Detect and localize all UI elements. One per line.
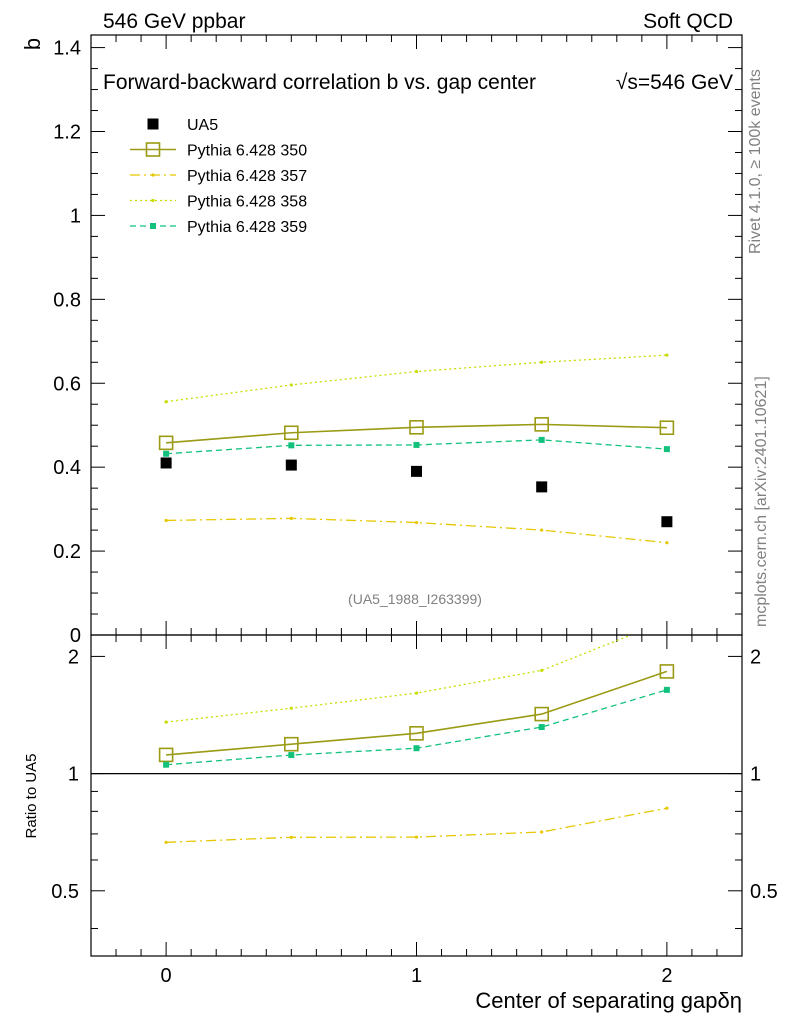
- main-y-tick-label: 0.8: [53, 289, 81, 311]
- ratio-y-axis-label: Ratio to UA5: [23, 753, 40, 838]
- ratio-panel: 0.5 0.5 1 1 2 2 Ratio to UA5 0 1 2 Center of se…: [23, 634, 778, 1013]
- ratio-series-2-point: [414, 691, 419, 695]
- series-4-point: [163, 450, 170, 457]
- main-series-layer: [158, 353, 675, 545]
- ratio-series-2-point: [289, 706, 293, 710]
- ratio-series-3-point: [163, 761, 170, 768]
- series-1-point: [409, 420, 424, 435]
- series-0-point: [536, 481, 548, 493]
- ratio-series-2-point: [540, 668, 544, 673]
- ratio-series-1-point: [540, 830, 544, 834]
- ratio-series-3-point: [288, 752, 295, 759]
- legend-label: Pythia 6.428 358: [187, 194, 307, 211]
- series-4-point: [288, 442, 295, 449]
- legend-marker: [151, 173, 155, 177]
- series-2-point: [665, 541, 669, 545]
- series-3-line: [166, 354, 667, 403]
- mcplots-label: mcplots.cern.ch [arXiv:2401.10621]: [753, 376, 770, 627]
- ratio-series-1-point: [164, 840, 168, 844]
- ratio-series-0-point: [284, 736, 299, 752]
- series-2-point: [289, 516, 293, 520]
- series-1-point: [534, 417, 549, 432]
- ratio-y-tick-label-right: 0.5: [750, 881, 778, 903]
- ratio-y-tick-labels: 0.5 0.5 1 1 2 2: [51, 646, 778, 902]
- ratio-series-0-point: [409, 726, 424, 741]
- ratio-series-0-point: [158, 747, 174, 763]
- series-0-point: [160, 457, 172, 469]
- series-4-point: [663, 446, 670, 453]
- ratio-y-tick-label-right: 2: [750, 646, 761, 668]
- chart-title: Forward-backward correlation b vs. gap c…: [103, 71, 536, 94]
- ratio-y-tick-label: 2: [68, 646, 79, 668]
- main-panel: 0 0.2 0.4 0.6 0.8 1 1.2 1.4 b Forward-backward …: [20, 34, 743, 647]
- legend-label: Pythia 6.428 350: [187, 143, 307, 160]
- legend-marker: [145, 142, 161, 157]
- ratio-y-tick-label-right: 1: [750, 764, 761, 786]
- series-3-point: [414, 369, 419, 374]
- x-tick-labels: 0 1 2: [161, 965, 673, 987]
- series-2-point: [164, 518, 168, 523]
- header-right: Soft QCD: [643, 10, 733, 33]
- analysis-watermark: (UA5_1988_I263399): [348, 591, 482, 607]
- main-y-tick-label: 1.4: [53, 38, 81, 60]
- ratio-series-1-line: [166, 807, 668, 843]
- legend: UA5 Pythia 6.428 350 Pythia 6.428 357 Pythi…: [130, 117, 307, 236]
- main-y-tick-label: 1.2: [53, 122, 81, 144]
- legend-label: Pythia 6.428 357: [187, 168, 307, 185]
- series-4-point: [413, 441, 420, 448]
- ratio-y-tick-label: 0.5: [51, 881, 79, 903]
- main-axis-ticks: [91, 35, 742, 636]
- legend-marker: [147, 118, 159, 130]
- series-2-line: [166, 517, 667, 544]
- legend-marker: [151, 198, 155, 203]
- series-2-point: [540, 528, 544, 532]
- ratio-frame: [90, 634, 743, 957]
- series-1-point: [158, 435, 174, 451]
- series-4-point: [538, 436, 545, 443]
- main-y-tick-label: 0: [70, 625, 81, 647]
- ratio-series-1-point: [414, 835, 419, 839]
- ratio-series-0-point: [534, 706, 549, 722]
- chart-energy-label: √s=546 GeV: [616, 71, 733, 94]
- ratio-series-1-point: [289, 835, 293, 839]
- series-3-point: [164, 400, 168, 404]
- series-0-point: [285, 459, 297, 471]
- x-tick-label: 0: [161, 965, 172, 987]
- series-1-point: [659, 420, 675, 436]
- series-3-point: [289, 383, 293, 387]
- x-tick-label: 1: [411, 965, 422, 987]
- series-0-point: [661, 516, 673, 528]
- ratio-series-1-point: [665, 806, 669, 810]
- x-axis-label: Center of separating gapδη: [475, 988, 742, 1013]
- main-y-tick-labels: 0 0.2 0.4 0.6 0.8 1 1.2 1.4: [53, 38, 81, 647]
- series-1-line: [166, 423, 667, 444]
- rivet-label: Rivet 4.1.0, ≥ 100k events: [747, 69, 764, 254]
- y-axis-label: b: [20, 38, 45, 50]
- legend-marker: [150, 223, 156, 229]
- ratio-series-0-point: [659, 664, 675, 679]
- ratio-y-tick-label: 1: [68, 764, 79, 786]
- legend-label: UA5: [187, 117, 218, 134]
- series-2-point: [414, 520, 419, 525]
- legend-label: Pythia 6.428 359: [187, 219, 307, 236]
- ratio-series-3-point: [663, 686, 670, 693]
- ratio-series-2-point: [164, 720, 168, 724]
- series-0-point: [411, 465, 422, 477]
- main-y-tick-label: 0.6: [53, 373, 81, 395]
- main-y-tick-label: 0.4: [53, 457, 81, 479]
- series-1-point: [284, 425, 299, 441]
- series-3-point: [665, 353, 669, 357]
- main-y-tick-label: 0.2: [53, 541, 81, 563]
- header-left: 546 GeV ppbar: [103, 10, 245, 33]
- ratio-series-3-point: [413, 745, 420, 752]
- ratio-series-3-point: [538, 724, 545, 731]
- x-tick-label: 2: [661, 965, 672, 987]
- ratio-series-0-line: [166, 670, 668, 756]
- ratio-series-layer: [158, 635, 675, 844]
- main-y-tick-label: 1: [70, 205, 81, 227]
- ratio-axis-ticks: [91, 635, 742, 956]
- series-3-point: [540, 360, 544, 364]
